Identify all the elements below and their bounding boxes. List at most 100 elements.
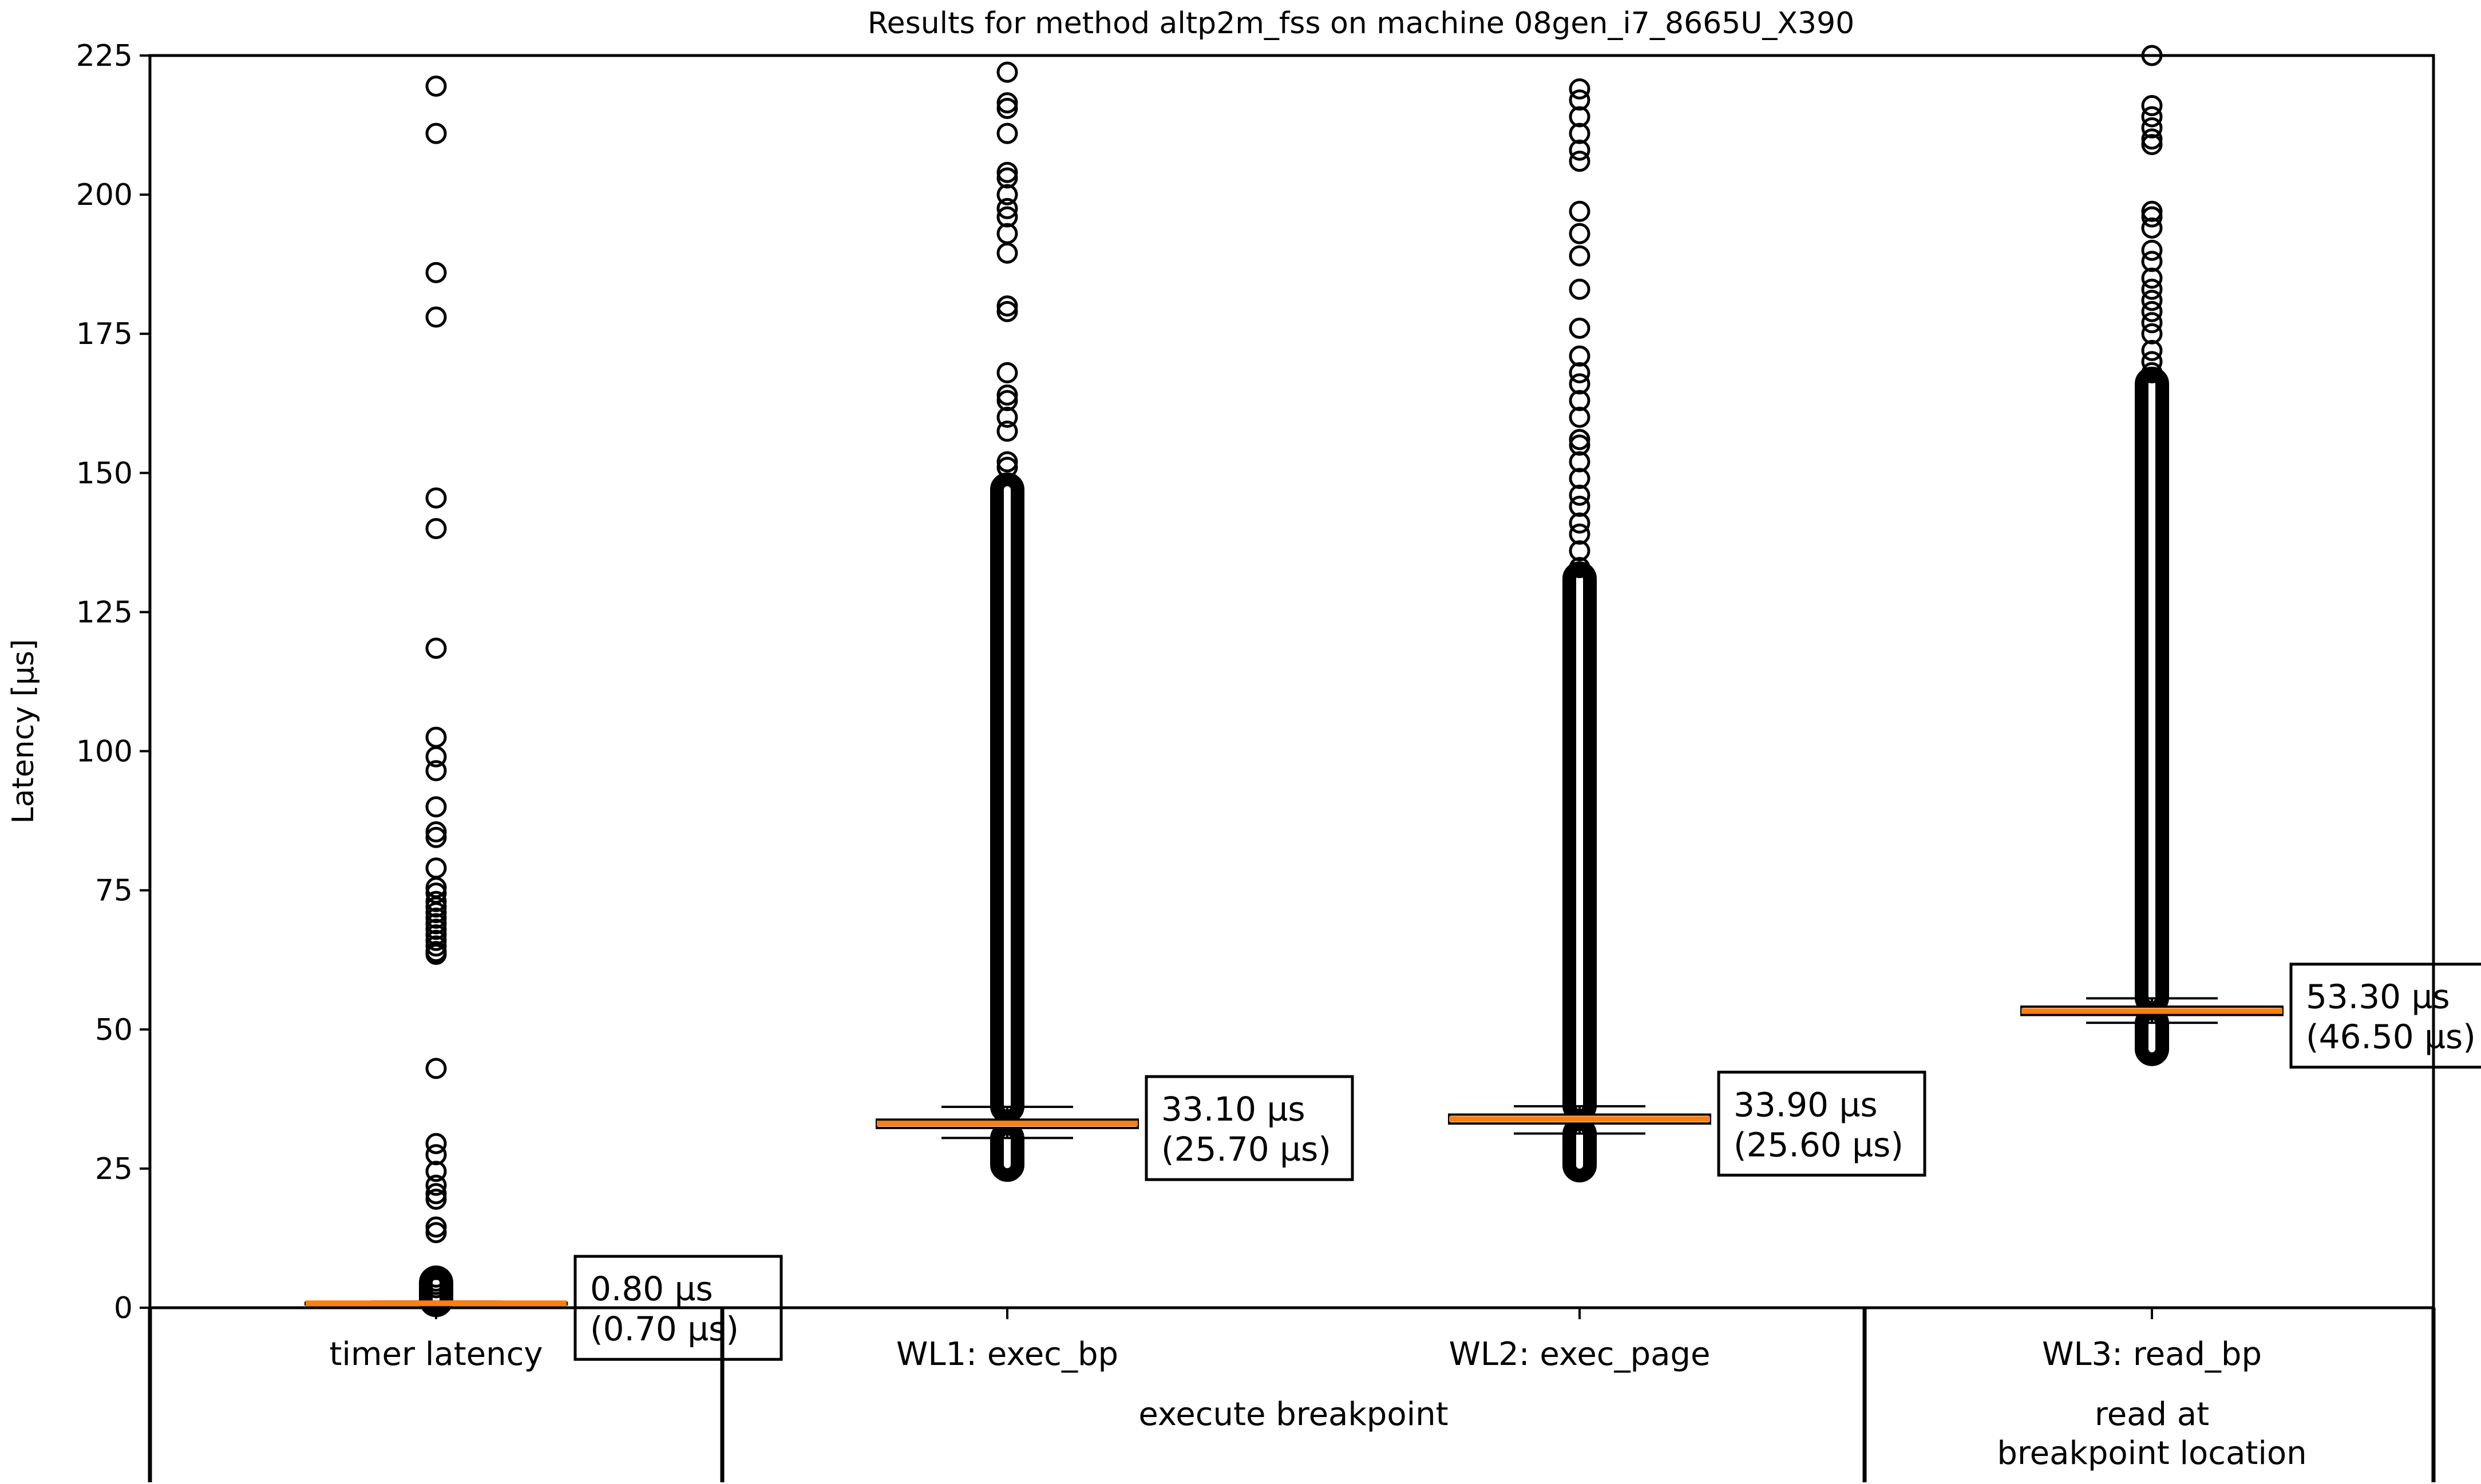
outlier-point <box>996 206 1018 228</box>
outlier-point <box>1569 223 1590 244</box>
outlier-point <box>2141 206 2163 228</box>
outlier-point <box>1569 245 1590 267</box>
y-axis-label: Latency [µs] <box>6 639 41 824</box>
outlier-point <box>1569 139 1590 161</box>
outlier-point <box>996 451 1018 473</box>
outlier-point <box>1569 317 1590 339</box>
outlier-point <box>996 390 1018 411</box>
annotation-median-label: 53.30 µs <box>2306 978 2450 1016</box>
outlier-point <box>2141 106 2163 128</box>
annotation-box <box>2289 963 2481 1069</box>
outlier-point <box>425 638 447 659</box>
y-tick-label: 25 <box>95 1152 133 1186</box>
outlier-point <box>425 929 447 951</box>
outlier-point <box>1569 468 1590 489</box>
outlier-point <box>996 61 1018 83</box>
outlier-point <box>2141 290 2163 311</box>
outlier-point <box>1569 278 1590 300</box>
outlier-point <box>1569 362 1590 383</box>
outlier-point <box>996 384 1018 406</box>
outlier-point <box>2141 217 2163 239</box>
annotation-box <box>1145 1075 1354 1181</box>
outlier-point <box>2141 267 2163 289</box>
outlier-point <box>425 518 447 540</box>
median-annotation: 33.10 µs(25.70 µs) <box>1145 1075 1354 1181</box>
outlier-point <box>1569 557 1590 579</box>
group-label: read at <box>2095 1396 2209 1433</box>
outlier-point <box>425 262 447 283</box>
outlier-point <box>425 760 447 782</box>
group-label: execute breakpoint <box>1138 1396 1448 1433</box>
outlier-point <box>996 184 1018 205</box>
outlier-point <box>425 1183 447 1205</box>
outlier-point <box>2141 323 2163 345</box>
outlier-point <box>2141 362 2163 383</box>
y-tick-label: 50 <box>95 1013 133 1047</box>
outlier-point <box>1569 345 1590 367</box>
outlier-point <box>425 1161 447 1182</box>
median-annotation: 33.90 µs(25.60 µs) <box>1717 1070 1926 1177</box>
outlier-point <box>425 1133 447 1154</box>
box-series: 33.90 µs(25.60 µs) <box>1448 78 1926 1183</box>
outlier-point <box>1569 484 1590 506</box>
outlier-point <box>1569 434 1590 456</box>
outlier-point <box>2141 251 2163 272</box>
outlier-point <box>1569 496 1590 517</box>
outlier-point <box>425 1188 447 1210</box>
group-label: breakpoint location <box>1997 1435 2306 1472</box>
y-tick-label: 100 <box>76 735 133 769</box>
outlier-point <box>425 122 447 144</box>
outlier-point <box>425 826 447 848</box>
outlier-point <box>1569 89 1590 111</box>
x-tick-label: WL2: exec_page <box>1449 1336 1711 1373</box>
outlier-point <box>425 487 447 509</box>
outlier-point <box>2141 134 2163 156</box>
outlier-point <box>425 913 447 935</box>
x-tick-label: timer latency <box>329 1336 543 1373</box>
outlier-point <box>996 362 1018 383</box>
outlier-point <box>425 891 447 912</box>
outlier-point <box>425 726 447 748</box>
outlier-point <box>1569 390 1590 411</box>
outlier-point <box>1569 451 1590 473</box>
outlier-point <box>425 1144 447 1166</box>
outlier-point <box>996 197 1018 219</box>
y-tick-label: 75 <box>95 874 133 908</box>
annotation-min-label: (25.70 µs) <box>1161 1130 1331 1169</box>
annotation-median-label: 33.10 µs <box>1161 1090 1305 1129</box>
outlier-point <box>2141 351 2163 373</box>
y-tick-label: 225 <box>76 39 133 73</box>
annotation-min-label: (46.50 µs) <box>2306 1018 2476 1056</box>
outlier-point <box>1569 78 1590 100</box>
outlier-point <box>425 943 447 965</box>
outlier-point <box>425 935 447 957</box>
outlier-point <box>425 1277 447 1299</box>
plot-frame <box>148 54 2435 1309</box>
outlier-point <box>1569 523 1590 545</box>
annotation-min-label: (0.70 µs) <box>590 1309 739 1348</box>
outlier-point <box>1569 406 1590 428</box>
chart-title: Results for method altp2m_fss on machine… <box>868 6 1854 41</box>
x-tick-label: WL1: exec_bp <box>896 1336 1118 1373</box>
y-tick-label: 150 <box>76 456 133 490</box>
outlier-point <box>2141 278 2163 300</box>
outlier-band <box>1562 561 1597 1123</box>
outlier-point <box>996 122 1018 144</box>
outlier-point <box>425 857 447 879</box>
outlier-band <box>990 472 1024 1123</box>
outlier-point <box>425 907 447 929</box>
outlier-point <box>1569 373 1590 395</box>
outlier-point <box>425 1058 447 1079</box>
outlier-point <box>1569 106 1590 128</box>
outlier-point <box>996 457 1018 478</box>
outlier-point <box>425 896 447 918</box>
box-series: 33.10 µs(25.70 µs) <box>876 61 1354 1182</box>
box-series: 0.80 µs(0.70 µs) <box>304 75 783 1361</box>
outlier-point <box>425 796 447 818</box>
outlier-band <box>2135 366 2169 1015</box>
x-tick-label: WL3: read_bp <box>2042 1336 2262 1373</box>
outlier-point <box>996 406 1018 428</box>
y-tick-label: 200 <box>76 178 133 212</box>
outlier-point <box>996 167 1018 189</box>
